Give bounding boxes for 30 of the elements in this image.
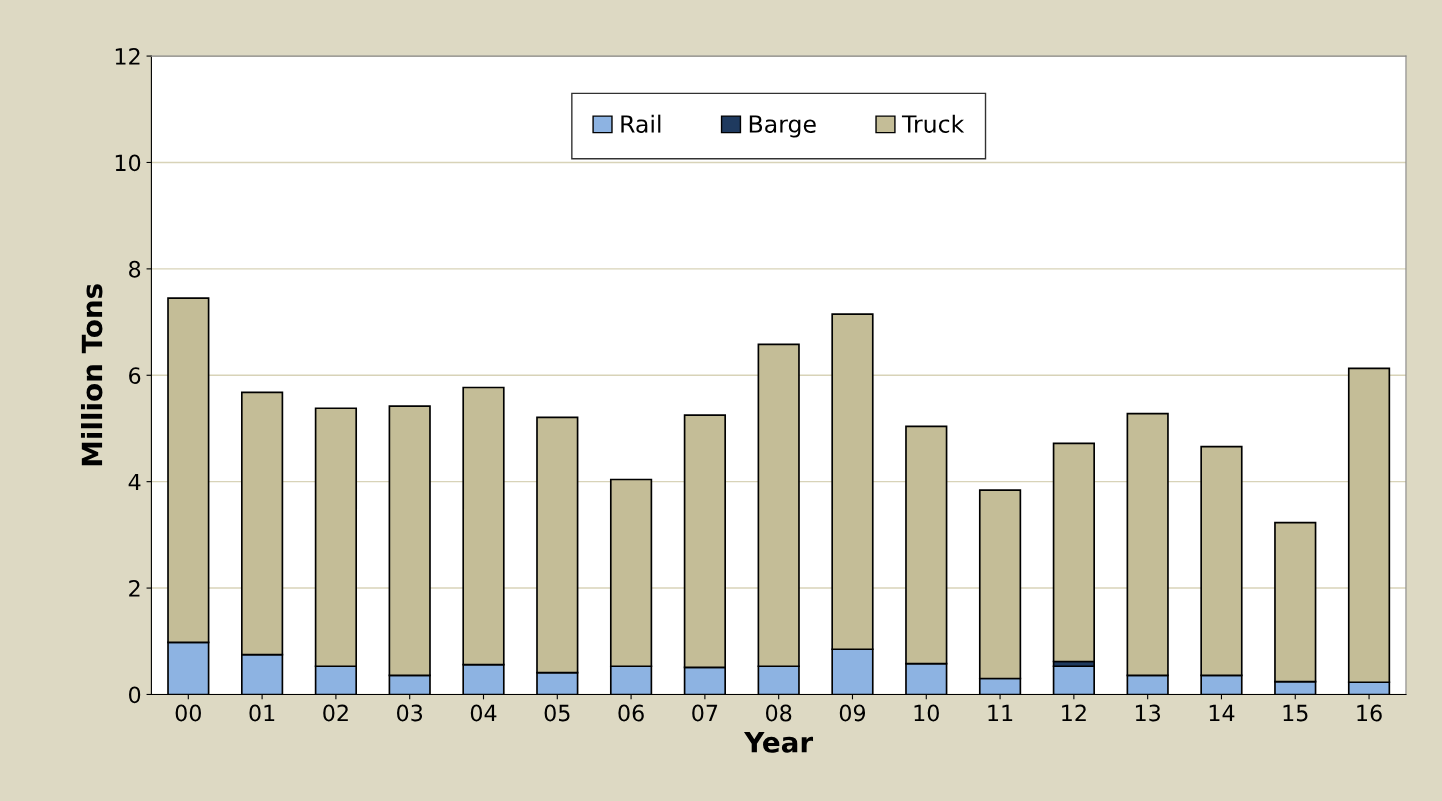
- x-tick-label: 09: [839, 704, 866, 722]
- y-tick-label: 2: [129, 580, 140, 597]
- legend-label: Truck: [901, 114, 965, 133]
- x-tick-label: 04: [470, 704, 497, 722]
- legend-label: Barge: [749, 115, 816, 138]
- x-tick-label: 15: [1283, 704, 1308, 722]
- y-tick-label: 0: [129, 686, 141, 704]
- x-tick-label: 00: [175, 704, 201, 722]
- x-tick-label: 05: [544, 704, 570, 722]
- x-tick-label: 16: [1357, 704, 1382, 722]
- y-tick-label: 10: [115, 154, 141, 172]
- bar: [1052, 442, 1095, 663]
- y-tick-label: 8: [129, 260, 141, 278]
- x-tick-label: 06: [618, 704, 644, 722]
- x-tick-label: 11: [988, 704, 1013, 722]
- x-tick-label: 02: [323, 704, 348, 722]
- x-tick-label: 14: [1209, 704, 1235, 722]
- x-tick-label: 13: [1135, 704, 1161, 722]
- y-tick-label: 4: [128, 473, 141, 491]
- x-tick-label: 10: [914, 704, 939, 722]
- x-axis-title: Year: [743, 732, 814, 753]
- y-tick-label: 6: [129, 367, 141, 385]
- x-tick-label: 08: [766, 704, 792, 722]
- x-tick-label: 07: [692, 704, 718, 722]
- x-tick-label: 03: [397, 704, 423, 722]
- x-tick-label: 12: [1062, 704, 1086, 722]
- y-axis-title: Million Tons: [80, 284, 103, 466]
- y-tick-label: 12: [115, 48, 140, 65]
- x-tick-label: 01: [249, 704, 275, 722]
- legend-label: Rail: [621, 114, 661, 133]
